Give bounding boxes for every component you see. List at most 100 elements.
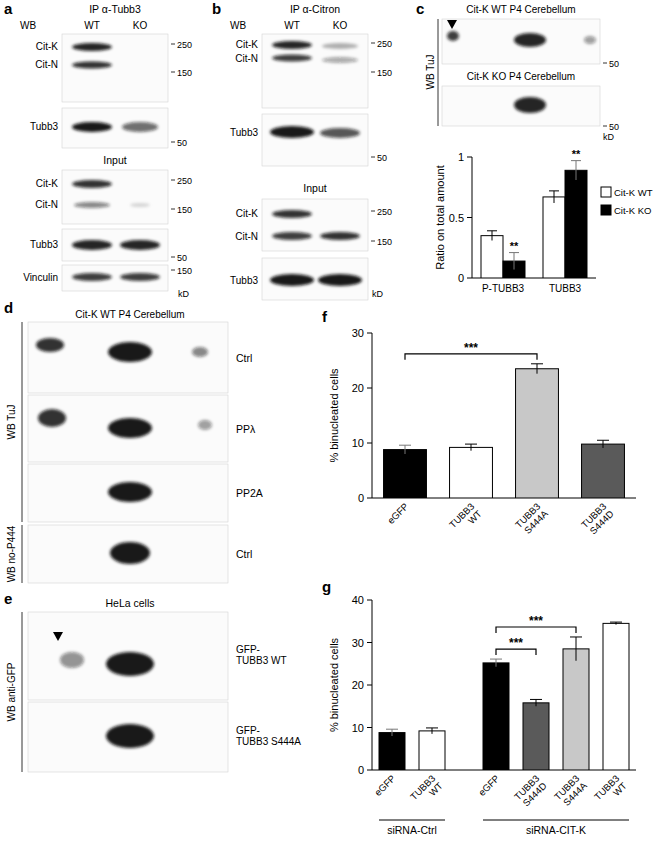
x-tick-label: TUBB3S444A — [513, 500, 550, 537]
text-line: S444A — [561, 780, 589, 808]
ladder-label: 250 — [177, 176, 192, 186]
error-bar — [570, 637, 582, 661]
x-tick-label: TUBB3WT — [447, 501, 484, 538]
band — [320, 232, 360, 240]
band — [514, 97, 546, 113]
plot-area — [384, 364, 625, 498]
band — [322, 43, 358, 49]
bar — [523, 703, 549, 770]
band-label: Cit-N — [235, 231, 258, 242]
band — [72, 62, 112, 69]
band — [108, 418, 152, 438]
blot — [262, 34, 368, 108]
blot — [442, 19, 600, 64]
ladder-tick — [371, 157, 375, 158]
x-tick-label: TUBB3WT — [592, 773, 629, 810]
text-line: TUBB3 S444A — [236, 736, 301, 747]
panel-label: g — [322, 578, 331, 595]
significance: ** — [510, 240, 519, 252]
plot-area — [379, 622, 629, 770]
legend-swatch — [601, 205, 611, 215]
row-label: Ctrl — [236, 352, 252, 364]
y-tick — [467, 217, 472, 218]
ladder-label: 150 — [177, 205, 192, 215]
legend-label: Cit-K KO — [614, 205, 651, 216]
x-tick-label: TUBB3S444D — [512, 773, 549, 810]
blot — [28, 612, 228, 700]
bar — [582, 444, 625, 498]
text-line: S444D — [587, 508, 615, 536]
group-line — [483, 820, 629, 821]
y-tick-label: 1 — [458, 151, 464, 163]
blot — [442, 86, 600, 126]
text-line: WT — [466, 508, 484, 526]
error-bar — [487, 231, 497, 241]
figure: aIP α-Tubb3WBWTKOCit-KCit-N250150Tubb350… — [0, 0, 659, 847]
band-label: Cit-N — [35, 59, 58, 70]
blot — [62, 34, 168, 102]
blot-membrane — [262, 34, 368, 108]
band — [272, 210, 312, 218]
panel-label: d — [4, 299, 13, 316]
band — [72, 122, 112, 132]
arrowhead — [53, 632, 63, 641]
bar — [419, 731, 445, 770]
blot-membrane — [442, 86, 600, 126]
band-label: Cit-N — [35, 199, 58, 210]
blot-title: Cit-K KO P4 Cerebellum — [467, 71, 575, 82]
blot — [262, 114, 368, 166]
band — [584, 36, 596, 44]
error-bar — [531, 364, 543, 374]
blot — [62, 108, 168, 148]
row-label: PP2A — [236, 487, 263, 499]
ladder-tick — [371, 211, 375, 212]
text-line: TUBB3 WT — [236, 655, 287, 666]
band — [108, 342, 152, 362]
band-label: Cit-K — [236, 208, 259, 219]
y-tick — [367, 600, 372, 601]
band — [72, 273, 112, 281]
x-tick-label: TUBB3S444D — [579, 501, 616, 538]
band — [272, 55, 312, 62]
text-line: S444A — [522, 508, 550, 536]
wb-bracket — [22, 322, 23, 522]
ladder-tick — [171, 270, 175, 271]
ladder-tick — [171, 142, 175, 143]
y-tick — [367, 388, 372, 389]
x-tick-label: eGFP — [385, 501, 410, 526]
ladder-tick — [171, 209, 175, 210]
blot-title: Cit-K WT P4 Cerebellum — [75, 309, 184, 320]
y-tick-label: 0 — [358, 764, 364, 776]
error-bar — [399, 445, 411, 454]
y-tick-label: 20 — [352, 382, 364, 394]
significance: *** — [464, 341, 478, 355]
ladder-label: 250 — [177, 40, 192, 50]
band-label: Cit-K — [36, 41, 59, 52]
text-line: GFP- — [236, 644, 260, 655]
band-label: Cit-N — [235, 53, 258, 64]
row-label: GFP-TUBB3 S444A — [236, 725, 301, 747]
lane-label: WT — [284, 20, 300, 31]
x-tick-label: eGFP — [372, 773, 397, 798]
unit-label: kD — [372, 289, 384, 299]
x-tick-label: TUBB3 — [549, 283, 582, 294]
ladder-tick — [371, 43, 375, 44]
y-tick-label: 10 — [352, 722, 364, 734]
blot-title: Cit-K WT P4 Cerebellum — [466, 4, 575, 15]
section-title: IP α-Tubb3 — [89, 3, 141, 15]
text-line: GFP- — [236, 725, 260, 736]
band-label: Tubb3 — [230, 127, 258, 138]
section-title: IP α-Citron — [290, 3, 340, 15]
blot — [28, 702, 228, 772]
error-bar — [465, 444, 477, 451]
blot-membrane — [28, 702, 228, 772]
error-bar — [386, 729, 398, 736]
legend-swatch — [601, 187, 611, 197]
blot-membrane — [28, 322, 228, 393]
bar — [516, 369, 559, 498]
blot-membrane — [62, 170, 168, 224]
wb-label: WB — [20, 20, 36, 31]
band — [270, 126, 314, 138]
y-tick — [367, 727, 372, 728]
band — [514, 33, 546, 47]
